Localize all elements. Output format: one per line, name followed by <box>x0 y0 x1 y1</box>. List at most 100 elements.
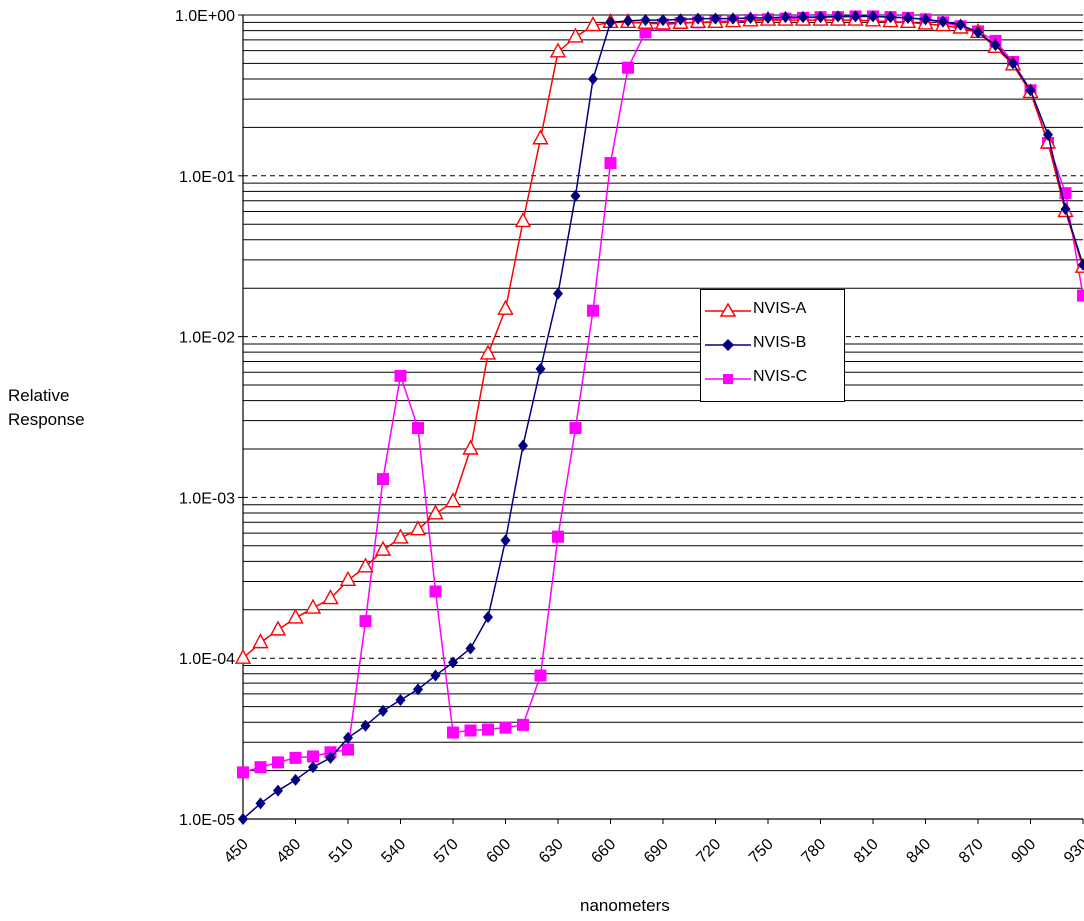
x-tick-label: 810 <box>851 836 882 867</box>
x-tick-label: 600 <box>483 836 514 867</box>
x-tick-label: 480 <box>273 836 304 867</box>
y-tick-label: 1.0E-01 <box>179 169 235 186</box>
point-nvis-b <box>465 642 476 655</box>
point-nvis-c <box>377 473 389 486</box>
point-nvis-b <box>693 12 703 25</box>
grid-lines <box>243 14 1083 772</box>
point-nvis-c <box>552 530 564 543</box>
point-nvis-b <box>955 18 966 31</box>
point-nvis-a <box>1039 133 1057 149</box>
point-nvis-b <box>868 10 878 23</box>
point-nvis-b <box>938 15 948 28</box>
point-nvis-b <box>815 11 826 24</box>
point-nvis-a <box>374 540 392 556</box>
point-nvis-b <box>430 669 441 682</box>
point-nvis-c <box>1077 289 1084 302</box>
point-nvis-b <box>588 72 598 85</box>
point-nvis-b <box>255 797 266 810</box>
point-nvis-a <box>427 504 444 520</box>
point-nvis-b <box>675 13 686 26</box>
point-nvis-b <box>553 287 563 300</box>
point-nvis-c <box>622 61 634 74</box>
point-nvis-b <box>570 189 581 202</box>
point-nvis-b <box>780 11 791 24</box>
point-nvis-b <box>658 14 668 27</box>
point-nvis-b <box>1025 84 1036 97</box>
point-nvis-a <box>497 299 514 315</box>
chart-axes <box>238 14 1084 824</box>
x-tick-label: 870 <box>956 836 987 867</box>
point-nvis-c <box>394 369 407 382</box>
point-nvis-c <box>307 750 319 763</box>
y-tick-label: 1.0E-04 <box>179 651 235 668</box>
point-nvis-b <box>325 751 336 764</box>
point-nvis-b <box>308 761 318 774</box>
legend-marker-nvis-c <box>705 374 751 384</box>
point-nvis-b <box>273 784 283 797</box>
point-nvis-b <box>535 362 546 375</box>
legend-item-nvis-b: NVIS-B <box>701 330 846 360</box>
point-nvis-c <box>499 721 512 734</box>
x-tick-label: 630 <box>536 836 567 867</box>
x-tick-label: 780 <box>798 836 829 867</box>
point-nvis-b <box>710 12 721 25</box>
point-nvis-a <box>304 598 322 614</box>
point-nvis-b <box>378 704 388 717</box>
point-nvis-a <box>252 633 269 649</box>
legend-marker-nvis-b <box>705 339 751 351</box>
point-nvis-a <box>514 211 532 228</box>
y-axis-label: Relative Response <box>8 384 128 432</box>
point-nvis-a <box>357 557 374 573</box>
point-nvis-a <box>322 589 339 605</box>
point-nvis-b <box>500 534 511 547</box>
x-axis-label: nanometers <box>580 896 670 915</box>
legend-label-nvis-c: NVIS-C <box>753 368 808 385</box>
point-nvis-b <box>238 813 248 825</box>
point-nvis-c <box>254 761 267 774</box>
legend-label-nvis-a: NVIS-A <box>753 300 807 317</box>
x-tick-label: 540 <box>378 836 409 867</box>
point-nvis-c <box>517 718 529 731</box>
point-nvis-c <box>639 26 652 39</box>
x-tick-label: 840 <box>903 836 934 867</box>
point-nvis-c <box>569 422 582 435</box>
x-tick-label: 690 <box>641 836 672 867</box>
y-axis-label-line1: Relative <box>8 386 70 405</box>
point-nvis-b <box>290 773 301 786</box>
point-nvis-c <box>289 751 302 764</box>
point-nvis-b <box>745 11 756 24</box>
legend-item-nvis-a: NVIS-A <box>701 296 846 326</box>
x-tick-label: 510 <box>326 836 357 867</box>
point-nvis-b <box>605 16 616 29</box>
point-nvis-b <box>763 11 773 24</box>
point-nvis-a <box>409 520 427 536</box>
x-tick-label: 720 <box>693 836 724 867</box>
point-nvis-c <box>447 726 459 739</box>
point-nvis-c <box>359 615 372 628</box>
point-nvis-b <box>1043 128 1053 141</box>
point-nvis-c <box>429 585 442 598</box>
point-nvis-b <box>483 611 493 624</box>
point-nvis-a <box>339 570 357 587</box>
point-nvis-b <box>448 656 458 669</box>
point-nvis-b <box>798 11 808 24</box>
x-tick-label: 930 <box>1061 836 1084 867</box>
point-nvis-b <box>885 11 896 24</box>
series-line-nvis-a <box>242 19 1084 659</box>
y-axis-label-line2: Response <box>8 410 85 429</box>
x-tick-label: 570 <box>431 836 462 867</box>
point-nvis-b <box>850 10 861 23</box>
y-tick-label: 1.0E-05 <box>179 812 235 829</box>
point-nvis-c <box>534 669 547 682</box>
point-nvis-c <box>237 766 249 779</box>
point-nvis-c <box>482 723 494 736</box>
point-nvis-b <box>623 14 633 27</box>
point-nvis-a <box>567 27 584 43</box>
point-nvis-c <box>342 743 354 756</box>
point-nvis-a <box>287 608 304 624</box>
legend: NVIS-A NVIS-B NVIS-C <box>700 289 845 402</box>
point-nvis-b <box>518 439 528 452</box>
point-nvis-a <box>584 16 602 32</box>
tick-labels: 1.0E-05 1.0E-04 1.0E-03 1.0E-02 1.0E-01 1.0E+… <box>175 8 1084 867</box>
